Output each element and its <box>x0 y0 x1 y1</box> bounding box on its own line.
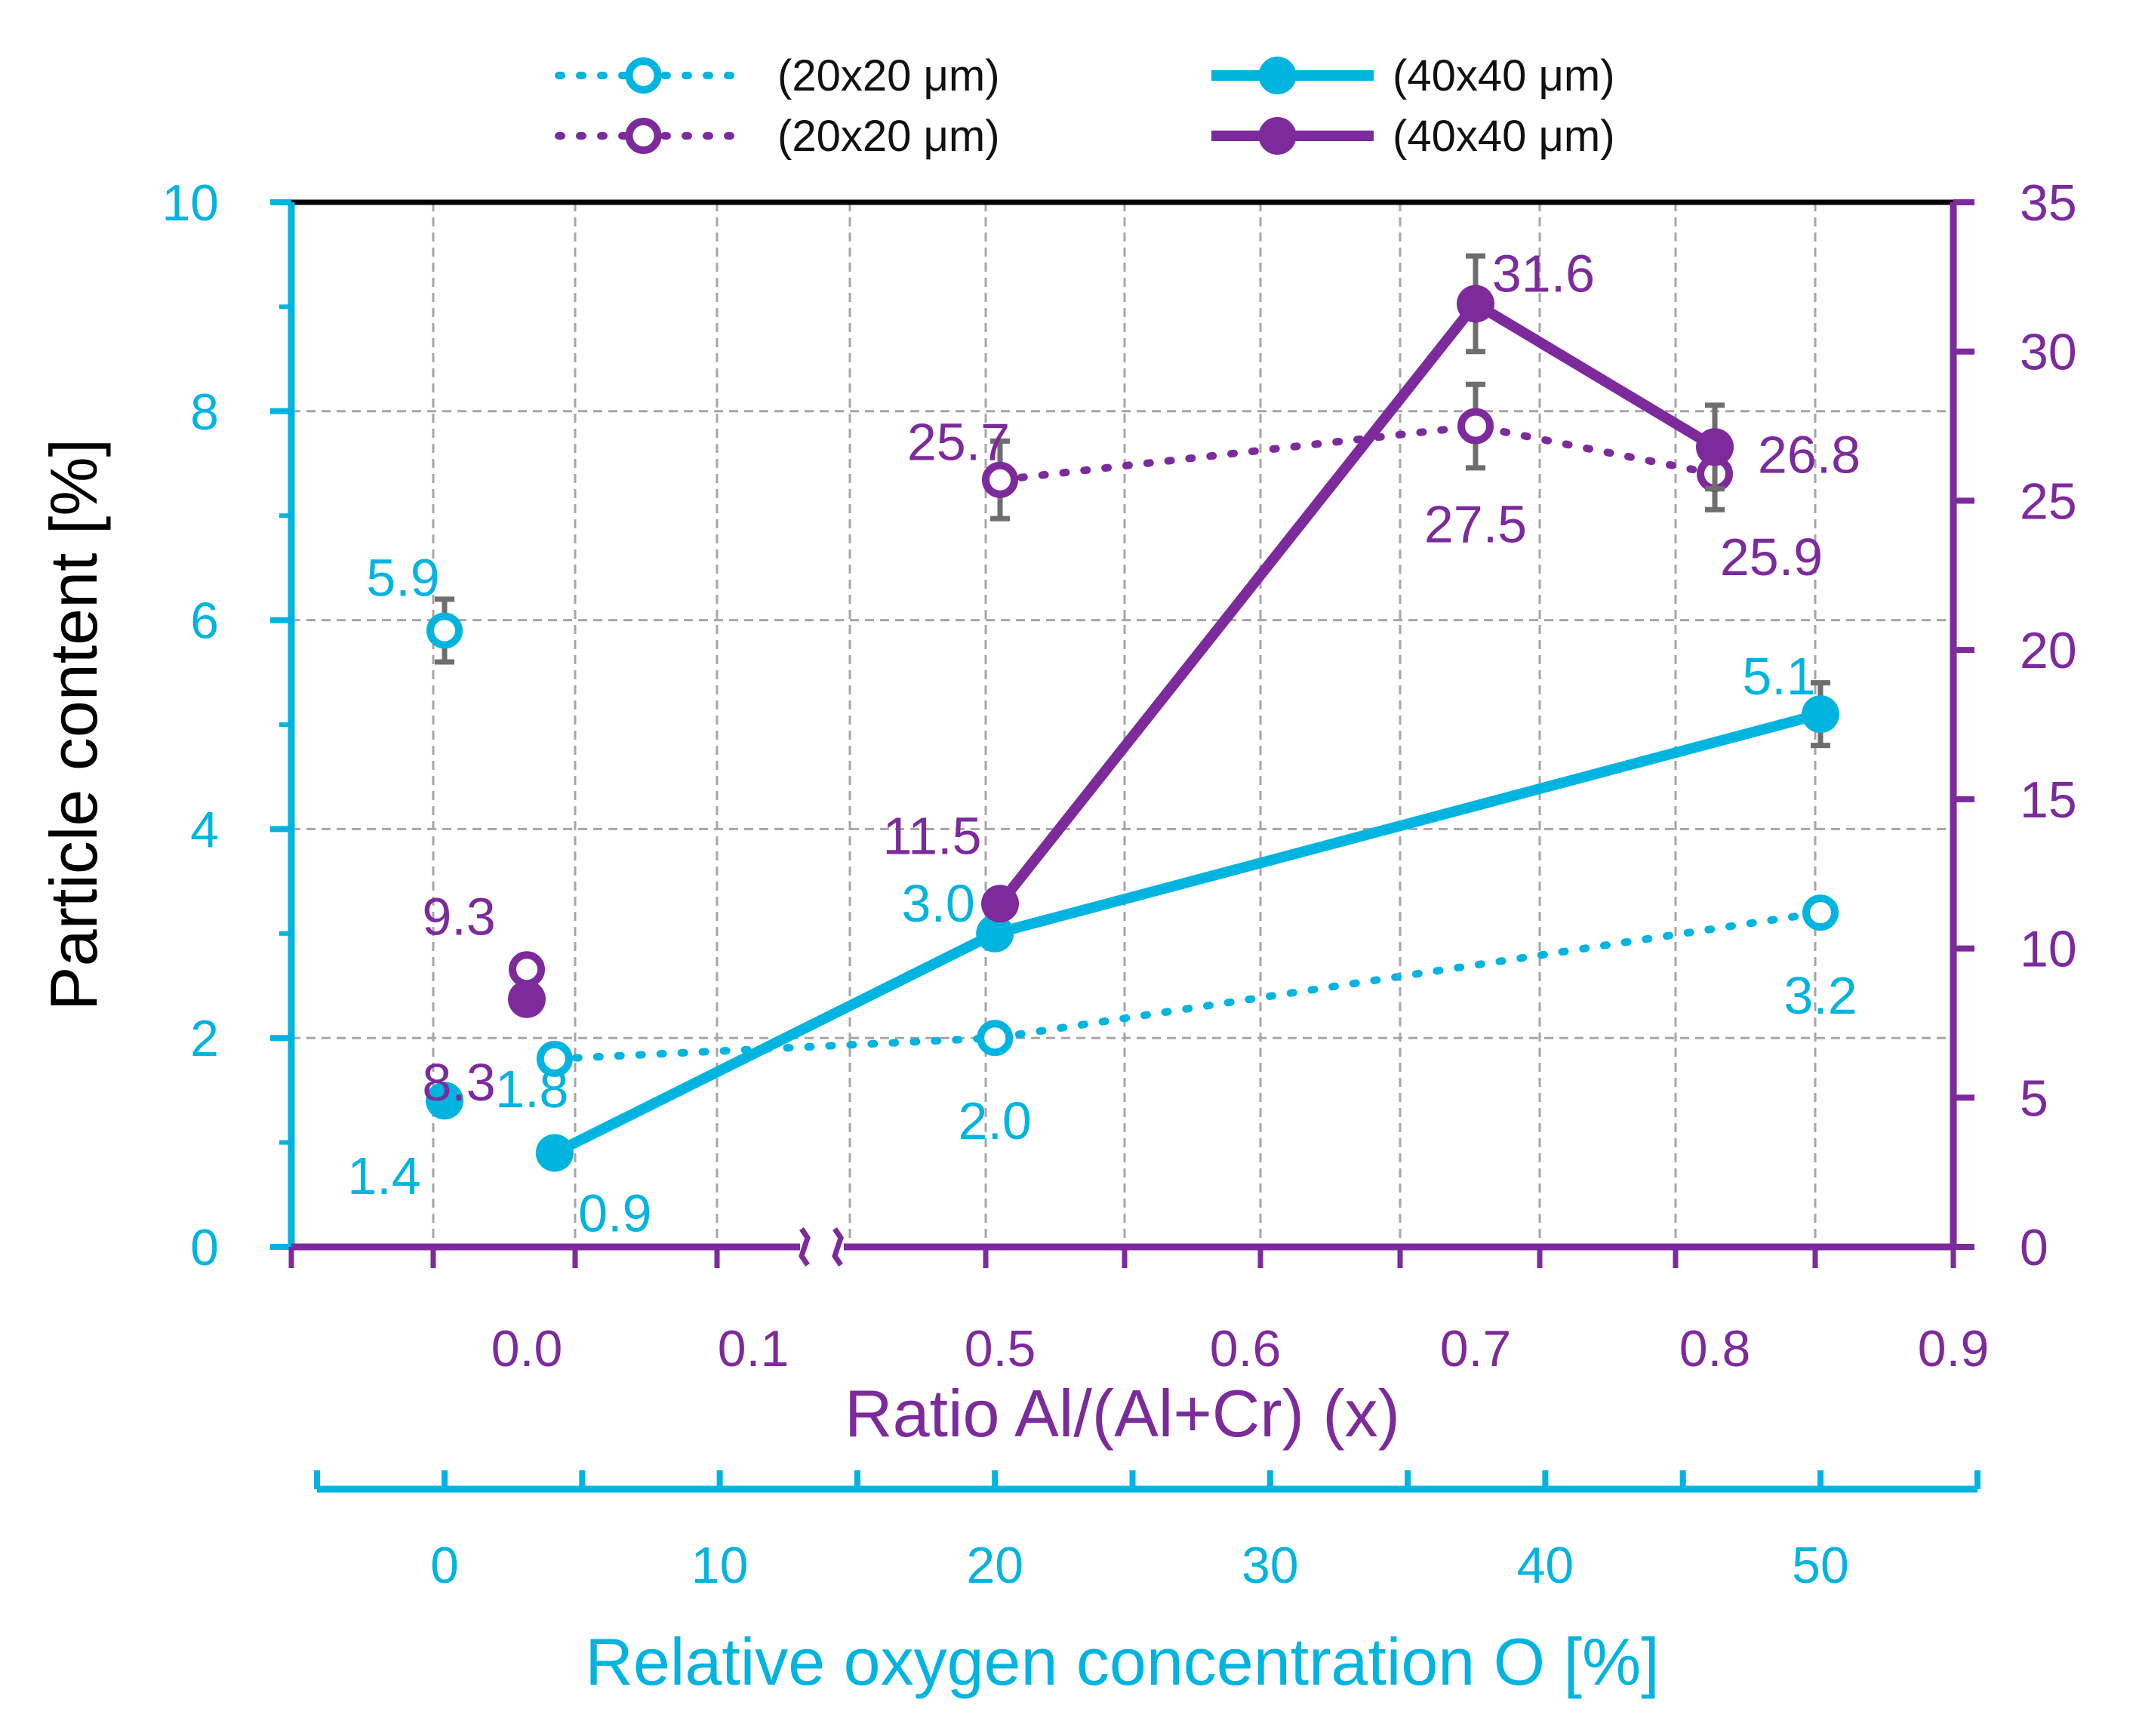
right-axis-tick-label: 0 <box>2020 1219 2048 1276</box>
legend-label: (40x40 μm) <box>1393 112 1615 161</box>
legend-swatch-marker <box>1258 117 1297 155</box>
data-label: 26.8 <box>1758 425 1860 484</box>
legend-label: (40x40 μm) <box>1393 51 1615 100</box>
data-label: 1.8 <box>495 1060 568 1119</box>
data-label: 27.5 <box>1424 495 1527 554</box>
right-axis-tick-label: 25 <box>2020 472 2077 530</box>
data-point <box>535 1134 574 1172</box>
right-axis-tick-label: 30 <box>2020 324 2077 381</box>
left-axis-tick-label: 0 <box>190 1219 219 1276</box>
data-label: 11.5 <box>882 806 981 865</box>
right-axis-tick-label: 35 <box>2020 174 2077 232</box>
data-label: 2.0 <box>959 1091 1032 1150</box>
legend-entry: (20x20 μm) <box>555 112 1000 161</box>
data-label: 3.0 <box>902 874 975 933</box>
data-point <box>1696 428 1734 466</box>
data-point <box>508 980 546 1018</box>
data-label: 9.3 <box>422 887 495 946</box>
ratio-axis-tick-label: 0.1 <box>718 1320 789 1377</box>
left-axis-tick-label: 4 <box>190 801 219 858</box>
oxygen-axis-title: Relative oxygen concentration O [%] <box>585 1624 1659 1699</box>
data-point <box>981 885 1019 923</box>
oxygen-axis-tick-label: 10 <box>691 1537 749 1594</box>
ratio-axis-tick-label: 0.9 <box>1918 1320 1990 1377</box>
data-point <box>1457 285 1494 323</box>
series-cyan-dotted: 5.9 1.8 2.0 3.2 <box>366 548 1857 1150</box>
data-point <box>536 1040 573 1077</box>
data-point <box>1802 894 1839 931</box>
data-label: 5.9 <box>366 548 439 607</box>
data-label: 3.2 <box>1784 966 1857 1025</box>
data-point <box>426 1082 463 1120</box>
right-axis-tick-label: 20 <box>2020 622 2077 679</box>
left-axis-tick-label: 6 <box>190 593 219 650</box>
oxygen-axis-tick-label: 50 <box>1792 1537 1849 1594</box>
series-cyan-solid: 1.4 0.9 3.0 5.1 <box>347 647 1839 1242</box>
data-label: 25.7 <box>907 413 1010 472</box>
right-axis-tick-label: 15 <box>2020 771 2077 829</box>
ratio-axis-tick-label: 0.8 <box>1679 1320 1751 1377</box>
legend-entry: (40x40 μm) <box>1211 112 1615 161</box>
right-axis-tick-label: 5 <box>2020 1070 2048 1127</box>
oxygen-axis-tick-label: 20 <box>966 1537 1023 1594</box>
ratio-axis-tick-label: 0.6 <box>1210 1320 1282 1377</box>
legend: (20x20 μm) (40x40 μm) (20x20 μm) (40x40 μm) <box>555 51 1615 161</box>
left-axis-tick-label: 10 <box>162 174 219 232</box>
ratio-axis-tick-label: 0.0 <box>491 1320 563 1377</box>
data-point <box>982 461 1018 498</box>
data-point <box>426 612 463 649</box>
series-line <box>996 298 1718 907</box>
ratio-axis-title: Ratio Al/(Al+Cr) (x) <box>845 1376 1400 1451</box>
data-point <box>977 1020 1014 1057</box>
ratio-axis-tick-label: 0.5 <box>965 1320 1036 1377</box>
left-axis-title: Particle content [%] <box>36 439 111 1011</box>
data-label: 8.3 <box>422 1053 495 1112</box>
series-layer: 5.91.82.03.21.40.93.05.19.325.727.525.98… <box>347 244 1860 1242</box>
left-axis-tick-label: 2 <box>190 1010 219 1067</box>
oxygen-axis-tick-label: 40 <box>1517 1537 1574 1594</box>
data-point <box>509 951 545 988</box>
series-purple-dotted: 9.3 25.7 27.5 25.9 <box>422 381 1823 988</box>
data-label: 25.9 <box>1720 528 1823 586</box>
data-label: 0.9 <box>578 1183 651 1242</box>
data-label: 1.4 <box>347 1147 420 1205</box>
grid <box>291 202 1953 1247</box>
series-line <box>552 709 1822 1158</box>
plot-frame: 0 2 4 6 8 10 0 5 10 15 20 25 30 35 0.0 0.1 0.5 0.6 0.7 0.8 0… <box>162 174 2076 1594</box>
legend-swatch-marker <box>625 57 662 94</box>
ratio-axis-tick-label: 0.7 <box>1440 1320 1512 1377</box>
data-label: 5.1 <box>1742 647 1815 706</box>
legend-entry: (20x20 μm) <box>555 51 1000 100</box>
legend-label: (20x20 μm) <box>777 112 1000 161</box>
data-point <box>976 914 1014 953</box>
oxygen-axis-tick-label: 30 <box>1242 1537 1299 1594</box>
data-point <box>1457 408 1494 445</box>
left-axis-tick-label: 8 <box>190 383 219 441</box>
axis-break-mark <box>799 1227 811 1267</box>
axis-break-mark <box>832 1227 844 1267</box>
data-point <box>1802 695 1839 734</box>
oxygen-axis-tick-label: 0 <box>430 1537 459 1594</box>
right-axis-tick-label: 10 <box>2020 921 2077 978</box>
legend-entry: (40x40 μm) <box>1211 51 1615 100</box>
legend-swatch-marker <box>1258 57 1297 94</box>
data-label: 31.6 <box>1492 244 1595 303</box>
series-purple-solid: 8.3 11.5 31.6 26.8 <box>422 244 1860 1111</box>
legend-swatch-marker <box>625 118 662 154</box>
legend-label: (20x20 μm) <box>777 51 1000 100</box>
